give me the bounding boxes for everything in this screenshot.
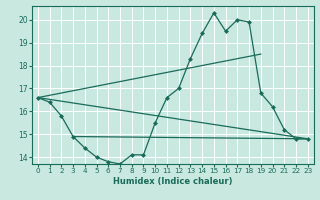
X-axis label: Humidex (Indice chaleur): Humidex (Indice chaleur): [113, 177, 233, 186]
